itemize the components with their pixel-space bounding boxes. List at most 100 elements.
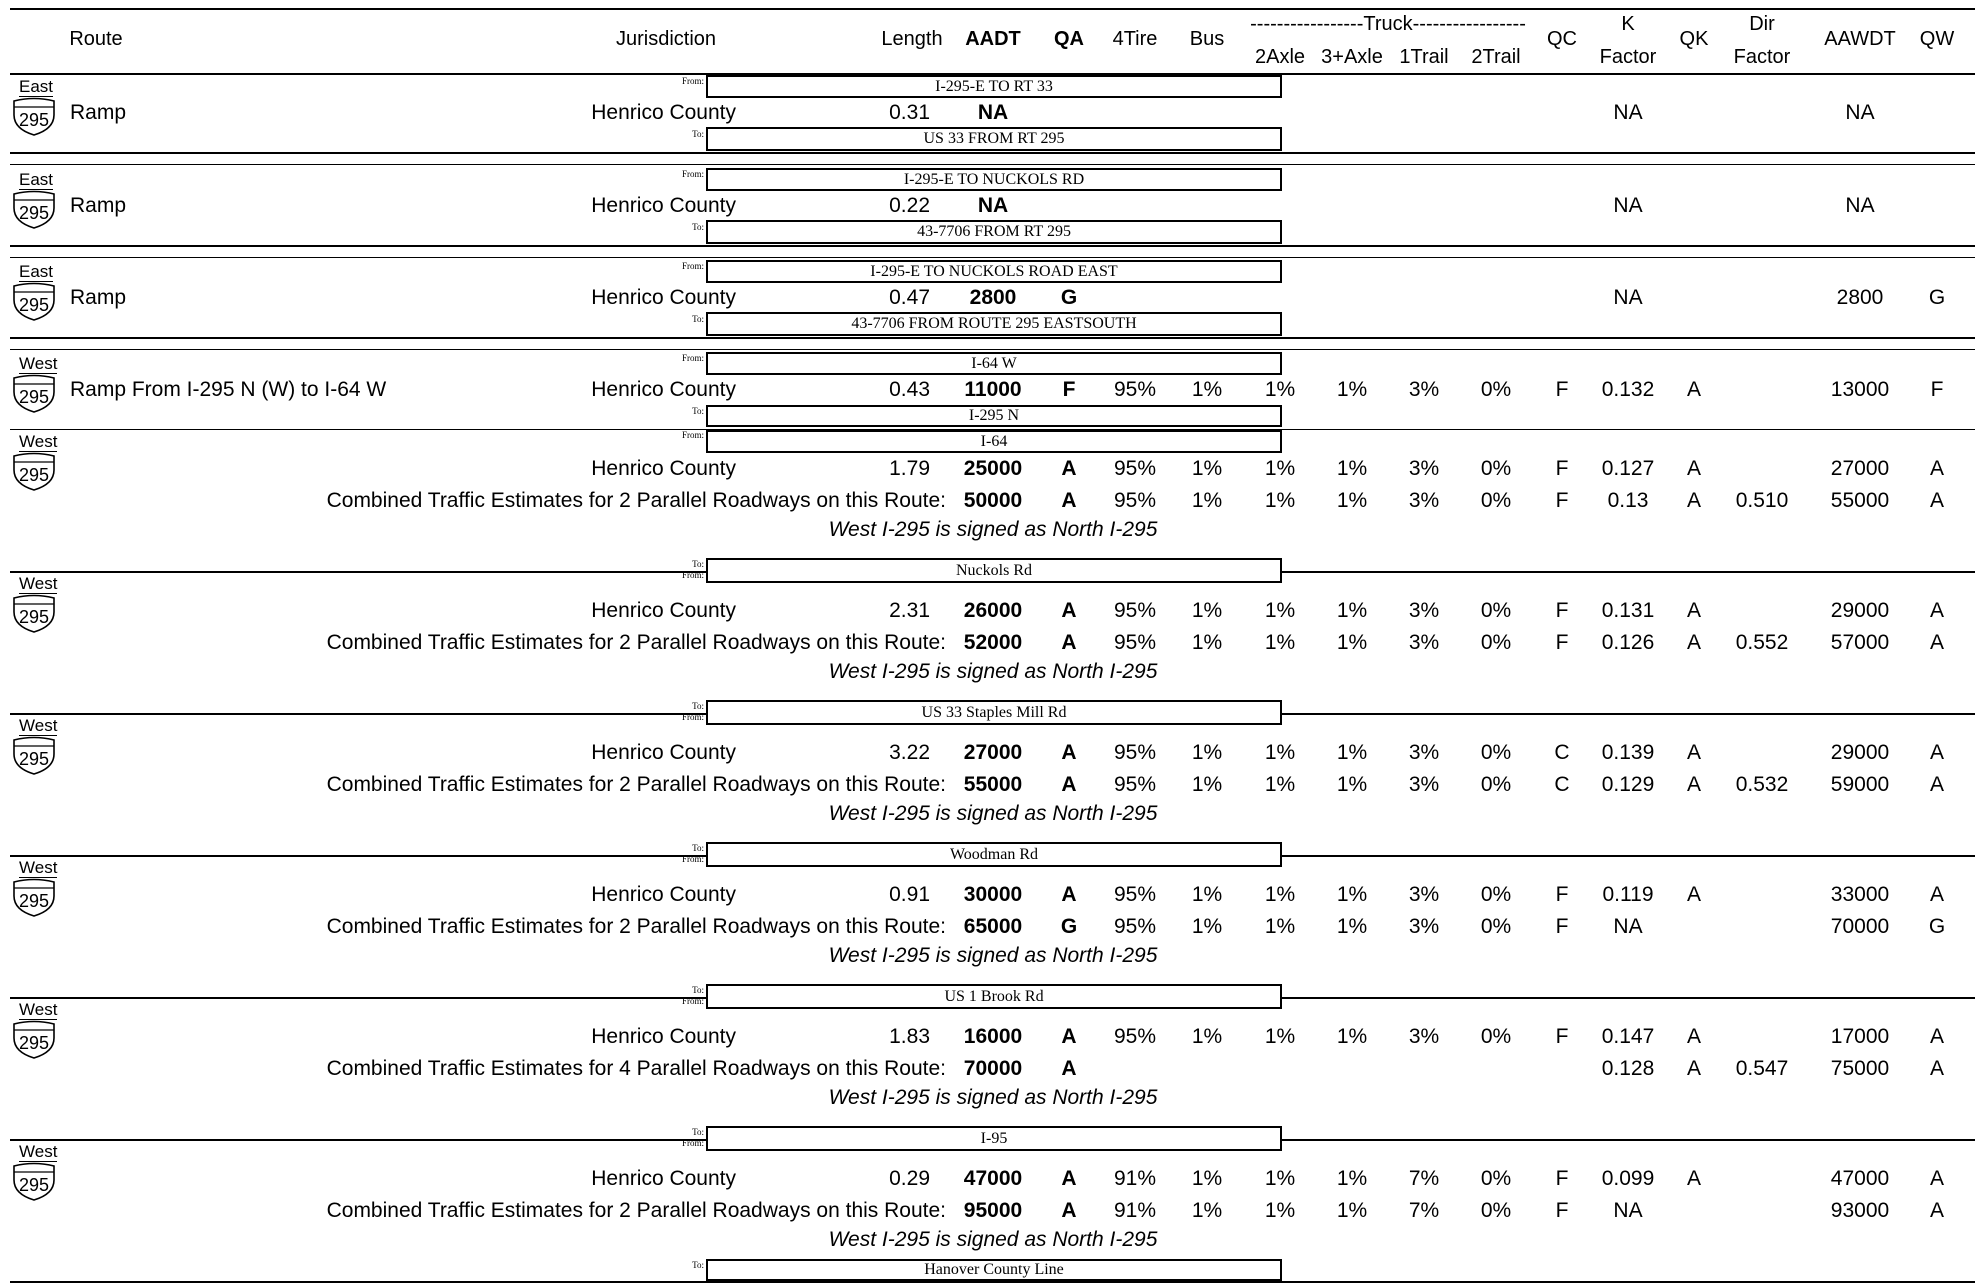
ramp-one-trail: 3% bbox=[1408, 378, 1440, 401]
segment-qw: A bbox=[1929, 1025, 1945, 1048]
combined-aawdt: 59000 bbox=[1830, 773, 1890, 796]
segment-qc: F bbox=[1555, 599, 1569, 622]
segment-three-axle: 1% bbox=[1336, 599, 1368, 622]
direction-label: West bbox=[19, 858, 58, 878]
ramp-four-tire: 95% bbox=[1113, 378, 1157, 401]
combined-three-axle: 1% bbox=[1336, 915, 1368, 938]
combined-one-trail: 3% bbox=[1408, 631, 1440, 654]
segment-qa: A bbox=[1061, 741, 1077, 764]
header-2axle: 2Axle bbox=[1254, 46, 1306, 68]
segment-four-tire: 91% bbox=[1113, 1167, 1157, 1190]
combined-two-trail: 0% bbox=[1480, 773, 1512, 796]
combined-two-axle: 1% bbox=[1264, 915, 1296, 938]
ramp-name: Ramp bbox=[70, 286, 127, 309]
combined-aadt: 70000 bbox=[963, 1057, 1023, 1080]
segment-two-trail: 0% bbox=[1480, 1025, 1512, 1048]
combined-four-tire: 95% bbox=[1113, 773, 1157, 796]
combined-two-axle: 1% bbox=[1264, 631, 1296, 654]
length: 0.47 bbox=[889, 286, 930, 309]
shield-number: 295 bbox=[19, 110, 49, 130]
ramp-to-box: 43-7706 FROM ROUTE 295 EASTSOUTH bbox=[706, 312, 1282, 336]
header-top-rule bbox=[10, 8, 1975, 10]
segment-one-trail: 3% bbox=[1408, 457, 1440, 480]
from-label: From: bbox=[681, 1138, 704, 1148]
ramp-k: NA bbox=[1613, 194, 1643, 217]
segment-two-trail: 0% bbox=[1480, 741, 1512, 764]
header-aawdt: AAWDT bbox=[1824, 28, 1896, 50]
to-label: To: bbox=[692, 843, 704, 853]
length: 0.43 bbox=[889, 378, 930, 401]
segment-bus: 1% bbox=[1191, 741, 1223, 764]
combined-aawdt: 57000 bbox=[1830, 631, 1890, 654]
combined-aadt: 52000 bbox=[963, 631, 1023, 654]
interstate-shield-icon: 295 bbox=[11, 734, 57, 776]
segment-bus: 1% bbox=[1191, 1167, 1223, 1190]
direction-label: West bbox=[19, 432, 58, 452]
ramp-to-box: 43-7706 FROM RT 295 bbox=[706, 220, 1282, 244]
combined-one-trail: 3% bbox=[1408, 773, 1440, 796]
length: 2.31 bbox=[889, 599, 930, 622]
header-1trail: 1Trail bbox=[1399, 46, 1449, 68]
segment-four-tire: 95% bbox=[1113, 883, 1157, 906]
segment-qw: A bbox=[1929, 457, 1945, 480]
direction-label: East bbox=[19, 77, 54, 97]
combined-k: NA bbox=[1613, 915, 1643, 938]
ramp-bus: 1% bbox=[1191, 378, 1223, 401]
combined-qa: A bbox=[1061, 1199, 1077, 1222]
header-jurisdiction: Jurisdiction bbox=[615, 28, 717, 50]
interstate-shield-icon: 295 bbox=[11, 1160, 57, 1202]
header-bottom-rule bbox=[10, 73, 1975, 75]
header-k-1: K bbox=[1621, 13, 1635, 35]
combined-aawdt: 55000 bbox=[1830, 489, 1890, 512]
segment-qw: A bbox=[1929, 883, 1945, 906]
combined-qa: G bbox=[1060, 915, 1078, 938]
ramp-qw: G bbox=[1928, 286, 1946, 309]
combined-one-trail: 7% bbox=[1408, 1199, 1440, 1222]
ramp-separator-rule bbox=[10, 349, 1975, 350]
combined-qk: A bbox=[1686, 1057, 1702, 1080]
segment-four-tire: 95% bbox=[1113, 599, 1157, 622]
ramp-two-trail: 0% bbox=[1480, 378, 1512, 401]
combined-k: 0.129 bbox=[1601, 773, 1655, 796]
combined-qc: F bbox=[1555, 1199, 1569, 1222]
interstate-shield-icon: 295 bbox=[11, 1018, 57, 1060]
segment-qk: A bbox=[1686, 883, 1702, 906]
ramp-k: 0.132 bbox=[1601, 378, 1655, 401]
combined-aadt: 50000 bbox=[963, 489, 1023, 512]
combined-two-axle: 1% bbox=[1264, 773, 1296, 796]
segment-k: 0.147 bbox=[1601, 1025, 1655, 1048]
segment-aawdt: 33000 bbox=[1830, 883, 1890, 906]
segment-to-from-box: I-95 bbox=[706, 1126, 1282, 1151]
ramp-aadt: NA bbox=[977, 194, 1009, 217]
direction-label: West bbox=[19, 1142, 58, 1162]
combined-dir: 0.552 bbox=[1735, 631, 1789, 654]
segment-one-trail: 3% bbox=[1408, 883, 1440, 906]
segment-qk: A bbox=[1686, 741, 1702, 764]
ramp-qa: G bbox=[1060, 286, 1078, 309]
segment-two-axle: 1% bbox=[1264, 741, 1296, 764]
length: 1.83 bbox=[889, 1025, 930, 1048]
segment-aawdt: 27000 bbox=[1830, 457, 1890, 480]
ramp-from-box: I-295-E TO NUCKOLS RD bbox=[706, 168, 1282, 191]
segment-qa: A bbox=[1061, 457, 1077, 480]
combined-qc: F bbox=[1555, 631, 1569, 654]
to-label: To: bbox=[692, 559, 704, 569]
combined-qc: F bbox=[1555, 915, 1569, 938]
segment-three-axle: 1% bbox=[1336, 457, 1368, 480]
ramp-separator-rule bbox=[10, 257, 1975, 258]
combined-four-tire: 95% bbox=[1113, 489, 1157, 512]
header-qw: QW bbox=[1919, 28, 1955, 50]
segment-two-trail: 0% bbox=[1480, 599, 1512, 622]
segment-two-trail: 0% bbox=[1480, 457, 1512, 480]
jurisdiction: Henrico County bbox=[591, 741, 736, 764]
segment-qc: F bbox=[1555, 457, 1569, 480]
direction-label: West bbox=[19, 716, 58, 736]
combined-dir: 0.547 bbox=[1735, 1057, 1789, 1080]
jurisdiction: Henrico County bbox=[591, 194, 736, 217]
ramp-name: Ramp bbox=[70, 101, 127, 124]
ramp-k: NA bbox=[1613, 286, 1643, 309]
segment-qk: A bbox=[1686, 599, 1702, 622]
segment-qc: F bbox=[1555, 883, 1569, 906]
combined-qw: A bbox=[1929, 1199, 1945, 1222]
ramp-k: NA bbox=[1613, 101, 1643, 124]
